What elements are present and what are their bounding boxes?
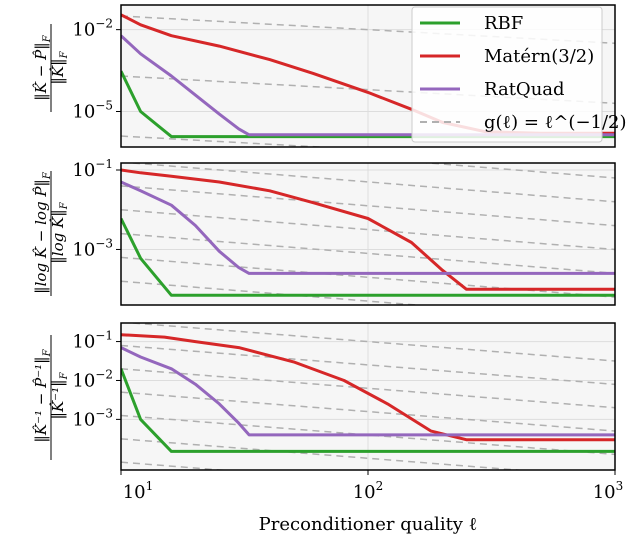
y-tick-label: 10−1 (72, 157, 113, 181)
y-ticks-3: 10−1 10−2 10−3 (72, 329, 121, 430)
panel-3: 10−110−210−3 101 102 103 ‖K̂⁻¹ − P̂⁻¹‖F ‖K… (32, 322, 624, 535)
y-label-2-sub-bottom: F (59, 201, 70, 210)
legend-label-reference: g(ℓ) = ℓ^(−1/2) (484, 112, 627, 133)
svg-text:‖log K̂‖F: ‖log K̂‖F (49, 201, 70, 263)
series-line-rbf (121, 217, 615, 297)
series-group-2 (121, 168, 615, 297)
panel-2: 10−110−3 ‖log K̂ − log P̂‖F ‖log K̂‖F (32, 157, 616, 306)
reference-line (123, 163, 615, 203)
reference-line (419, 163, 615, 179)
reference-line (121, 344, 615, 386)
y-tick-label: 10−3 (72, 406, 113, 430)
legend-box (411, 6, 603, 143)
y-label-3-denominator: ‖K̂⁻¹‖ (49, 379, 67, 419)
x-axis-label: Preconditioner quality ℓ (259, 514, 478, 535)
legend-label-matern: Matérn(3/2) (484, 46, 594, 67)
reference-line (122, 323, 615, 362)
y-tick-label: 10−2 (72, 17, 113, 41)
y-label-2-sub-top: F (42, 171, 53, 180)
y-label-3-numerator: ‖K̂⁻¹ − P̂⁻¹‖ (32, 356, 50, 442)
axes-frame-2 (120, 162, 616, 306)
x-ticks-3: 101 102 103 (120, 470, 624, 503)
legend: RBF Matérn(3/2) RatQuad g(ℓ) = ℓ^(−1/2) (411, 6, 627, 143)
x-tick-label: 102 (353, 479, 384, 503)
series-line-mat-rn-3-2 (121, 168, 615, 291)
y-tick-label: 10−1 (72, 329, 113, 353)
y-label-2-numerator: ‖log K̂ − log P̂‖ (32, 179, 50, 294)
y-tick-label: 10−2 (72, 367, 113, 391)
series-line-ratquad (121, 34, 615, 137)
reference-line (121, 368, 615, 409)
svg-text:‖K̂⁻¹ − P̂⁻¹‖F: ‖K̂⁻¹ − P̂⁻¹‖F (32, 348, 53, 442)
svg-text:‖log K̂ − log P̂‖F: ‖log K̂ − log P̂‖F (32, 171, 53, 294)
y-axis-label-3: ‖K̂⁻¹ − P̂⁻¹‖F ‖K̂⁻¹‖F (32, 335, 70, 460)
y-ticks-2: 10−1 10−3 (72, 157, 121, 260)
reference-line (121, 391, 615, 432)
svg-text:‖K̂‖F: ‖K̂‖F (49, 50, 70, 84)
reference-line (121, 232, 615, 275)
legend-label-ratquad: RatQuad (484, 79, 565, 100)
y-axis-label-1: ‖K̂ − P̂‖F ‖K̂‖F (32, 24, 70, 112)
grid-2 (121, 163, 615, 305)
svg-text:‖K̂ − P̂‖F: ‖K̂ − P̂‖F (32, 34, 53, 100)
series-line-rbf (121, 70, 615, 139)
y-tick-label: 10−3 (72, 236, 113, 260)
reference-lines-3 (121, 323, 615, 470)
x-tick-label: 101 (123, 479, 154, 503)
axes-frame-1 (120, 4, 616, 148)
y-label-1-sub-top: F (42, 34, 53, 43)
y-label-3-sub-top: F (42, 348, 53, 357)
series-line-ratquad (121, 180, 615, 275)
legend-label-rbf: RBF (484, 13, 523, 34)
y-label-2-denominator: ‖log K̂‖ (49, 209, 67, 263)
y-axis-label-2: ‖log K̂ − log P̂‖F ‖log K̂‖F (32, 171, 70, 296)
y-label-1-denominator: ‖K̂‖ (49, 58, 67, 84)
y-ticks-1: 10−2 10−5 (72, 17, 121, 123)
reference-line (121, 414, 615, 456)
y-label-3-sub-bottom: F (59, 371, 70, 380)
x-tick-label: 103 (593, 479, 624, 503)
y-label-1-numerator: ‖K̂ − P̂‖ (32, 42, 50, 100)
series-line-rbf (121, 368, 615, 453)
reference-line (121, 185, 615, 227)
y-tick-label: 10−5 (72, 99, 113, 123)
series-line-ratquad (121, 346, 615, 437)
series-group-3 (121, 333, 615, 453)
y-label-1-sub-bottom: F (59, 50, 70, 59)
svg-text:‖K̂⁻¹‖F: ‖K̂⁻¹‖F (49, 371, 70, 419)
reference-line (121, 208, 615, 251)
